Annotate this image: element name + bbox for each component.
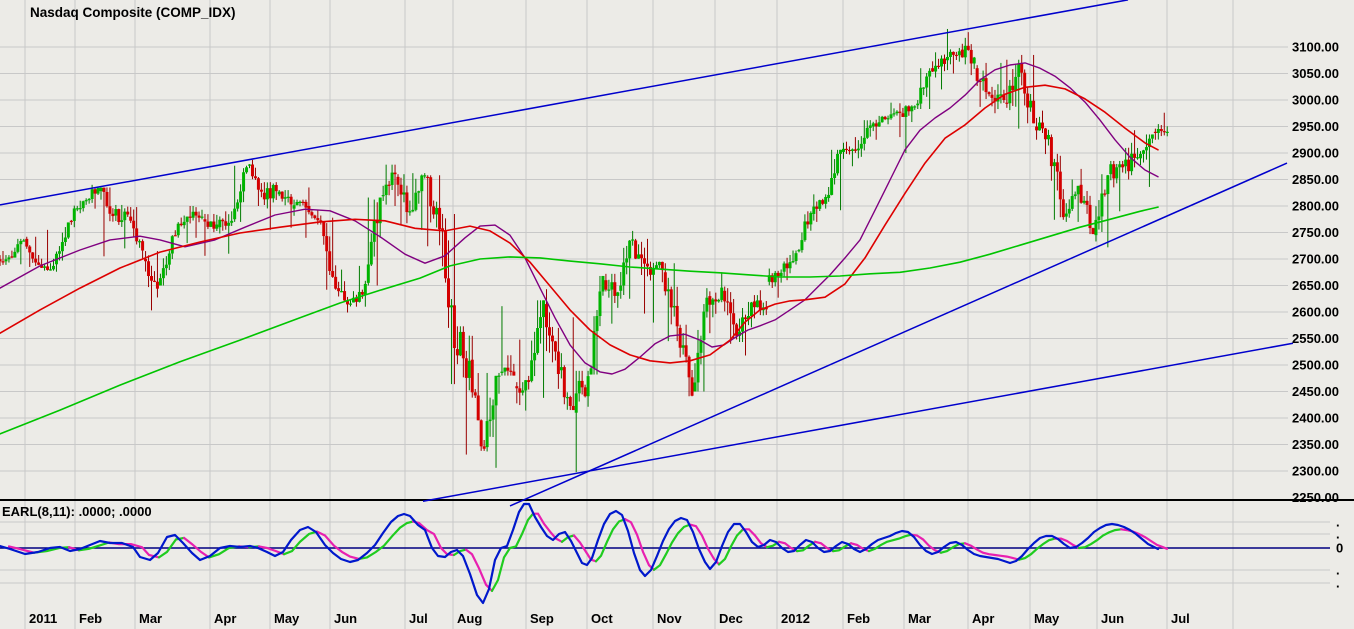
svg-text:Feb: Feb bbox=[79, 611, 102, 626]
svg-text:Jun: Jun bbox=[334, 611, 357, 626]
svg-text:Jun: Jun bbox=[1101, 611, 1124, 626]
svg-text:2350.00: 2350.00 bbox=[1292, 437, 1339, 452]
axis-labels: 3100.00 3050.00 3000.00 2950.00 2900.00 2850.… bbox=[29, 40, 1343, 627]
svg-text:2300.00: 2300.00 bbox=[1292, 464, 1339, 479]
svg-text:May: May bbox=[1034, 611, 1060, 626]
svg-text:2800.00: 2800.00 bbox=[1292, 199, 1339, 214]
oscillator-panel bbox=[0, 502, 1169, 605]
trendlines bbox=[0, 0, 1294, 507]
svg-text:2400.00: 2400.00 bbox=[1292, 411, 1339, 426]
svg-text:.: . bbox=[1336, 576, 1340, 591]
svg-text:3100.00: 3100.00 bbox=[1292, 40, 1339, 55]
svg-text:2600.00: 2600.00 bbox=[1292, 305, 1339, 320]
svg-text:2550.00: 2550.00 bbox=[1292, 331, 1339, 346]
chart-title: Nasdaq Composite (COMP_IDX) bbox=[30, 5, 236, 20]
svg-text:3000.00: 3000.00 bbox=[1292, 93, 1339, 108]
svg-text:2012: 2012 bbox=[781, 611, 810, 626]
svg-text:Mar: Mar bbox=[908, 611, 931, 626]
svg-text:Oct: Oct bbox=[591, 611, 613, 626]
svg-text:2650.00: 2650.00 bbox=[1292, 278, 1339, 293]
svg-text:Dec: Dec bbox=[719, 611, 743, 626]
svg-text:2950.00: 2950.00 bbox=[1292, 119, 1339, 134]
svg-text:Aug: Aug bbox=[457, 611, 482, 626]
svg-text:2011: 2011 bbox=[29, 611, 57, 626]
svg-text:Jul: Jul bbox=[409, 611, 428, 626]
svg-text:Jul: Jul bbox=[1171, 611, 1190, 626]
svg-text:May: May bbox=[274, 611, 300, 626]
oscillator-indicator-label: EARL(8,11): .0000; .0000 bbox=[2, 504, 152, 519]
svg-text:Sep: Sep bbox=[530, 611, 554, 626]
svg-text:.: . bbox=[1336, 527, 1340, 542]
svg-text:.: . bbox=[1336, 563, 1340, 578]
svg-text:2850.00: 2850.00 bbox=[1292, 172, 1339, 187]
svg-text:2500.00: 2500.00 bbox=[1292, 358, 1339, 373]
svg-text:Apr: Apr bbox=[214, 611, 236, 626]
svg-text:2900.00: 2900.00 bbox=[1292, 146, 1339, 161]
svg-text:0: 0 bbox=[1336, 541, 1343, 556]
svg-text:Feb: Feb bbox=[847, 611, 870, 626]
svg-text:3050.00: 3050.00 bbox=[1292, 66, 1339, 81]
svg-text:2700.00: 2700.00 bbox=[1292, 252, 1339, 267]
svg-text:Nov: Nov bbox=[657, 611, 682, 626]
svg-text:2250.00: 2250.00 bbox=[1292, 490, 1339, 505]
svg-text:Apr: Apr bbox=[972, 611, 994, 626]
svg-text:Mar: Mar bbox=[139, 611, 162, 626]
svg-text:2750.00: 2750.00 bbox=[1292, 225, 1339, 240]
svg-text:.: . bbox=[1336, 515, 1340, 530]
candlestick-series bbox=[0, 28, 1169, 473]
moving-averages bbox=[0, 62, 1159, 435]
svg-text:2450.00: 2450.00 bbox=[1292, 384, 1339, 399]
